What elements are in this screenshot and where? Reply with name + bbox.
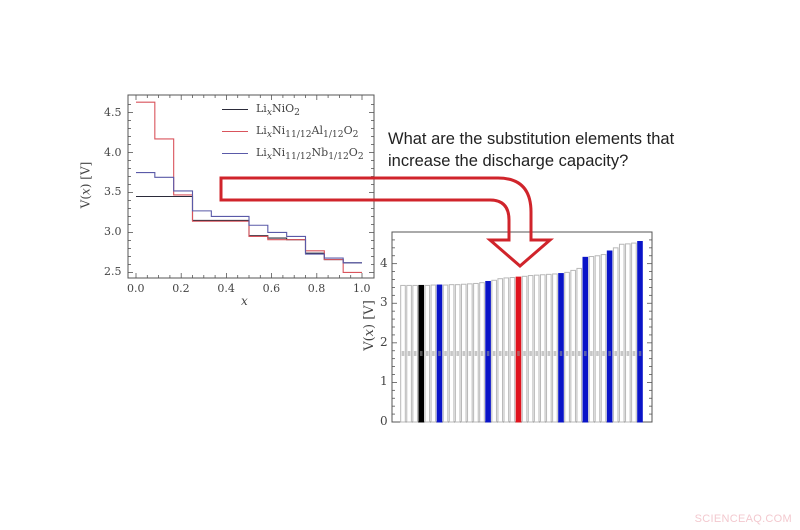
question-text: What are the substitution elements that … — [388, 128, 698, 172]
question-line-2: increase the discharge capacity? — [388, 152, 629, 170]
question-line-1: What are the substitution elements that — [388, 130, 675, 148]
watermark: SCIENCEAQ.COM — [694, 513, 792, 525]
bent-arrow-icon — [219, 176, 555, 268]
